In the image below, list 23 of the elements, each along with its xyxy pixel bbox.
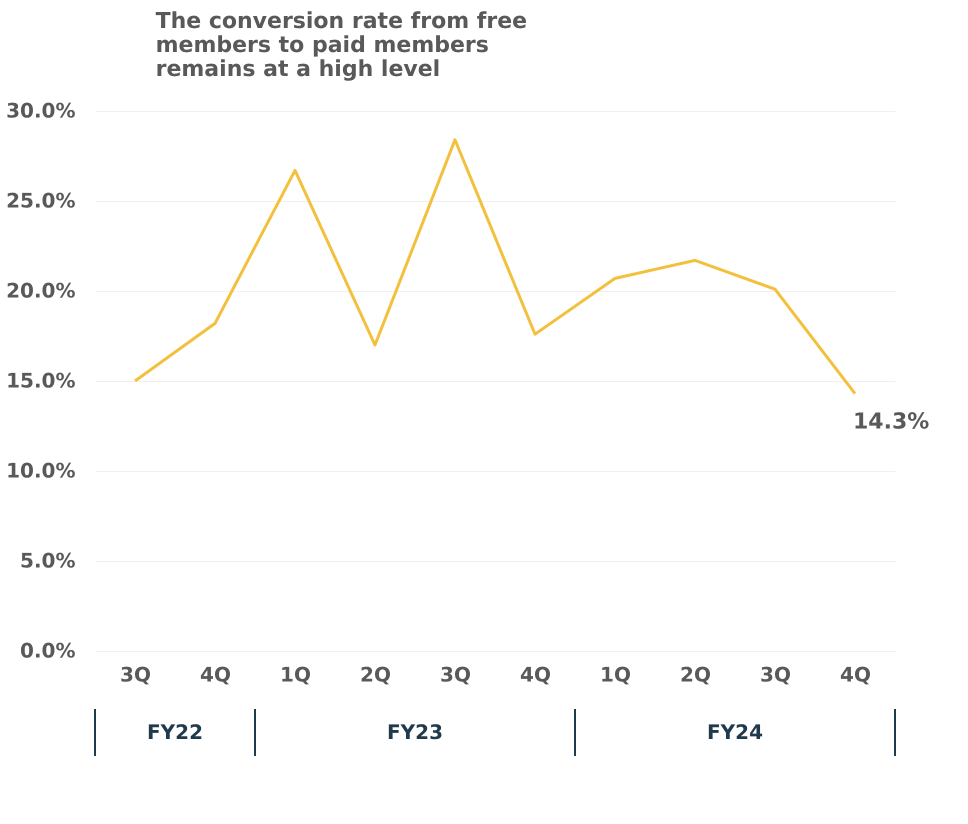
y-tick-label: 25.0% — [6, 188, 76, 212]
x-tick-label: 1Q — [280, 662, 311, 686]
text: FY24 — [707, 720, 763, 744]
x-tick-label: 4Q — [200, 662, 231, 686]
x-tick-label: 3Q — [440, 662, 471, 686]
y-tick-label: 15.0% — [6, 368, 76, 392]
y-tick-label: 30.0% — [6, 98, 76, 122]
x-tick-label: 2Q — [680, 662, 711, 686]
x-tick-label: 2Q — [360, 662, 391, 686]
chart-title: The conversion rate from free members to paid members remains at a high level — [156, 9, 528, 82]
y-tick-label: 10.0% — [6, 458, 76, 482]
y-tick-label: 0.0% — [20, 638, 76, 662]
data-label: 14.3% — [853, 410, 930, 435]
x-tick-label: 3Q — [120, 662, 151, 686]
text: FY23 — [387, 720, 443, 744]
line-series — [134, 138, 856, 396]
x-tick-label: 4Q — [520, 662, 551, 686]
x-tick-label: 3Q — [760, 662, 791, 686]
y-tick-label: 5.0% — [20, 548, 76, 572]
x-tick-label: 4Q — [840, 662, 871, 686]
x-tick-label: 1Q — [600, 662, 631, 686]
text: FY22 — [147, 720, 203, 744]
y-tick-label: 20.0% — [6, 278, 76, 302]
